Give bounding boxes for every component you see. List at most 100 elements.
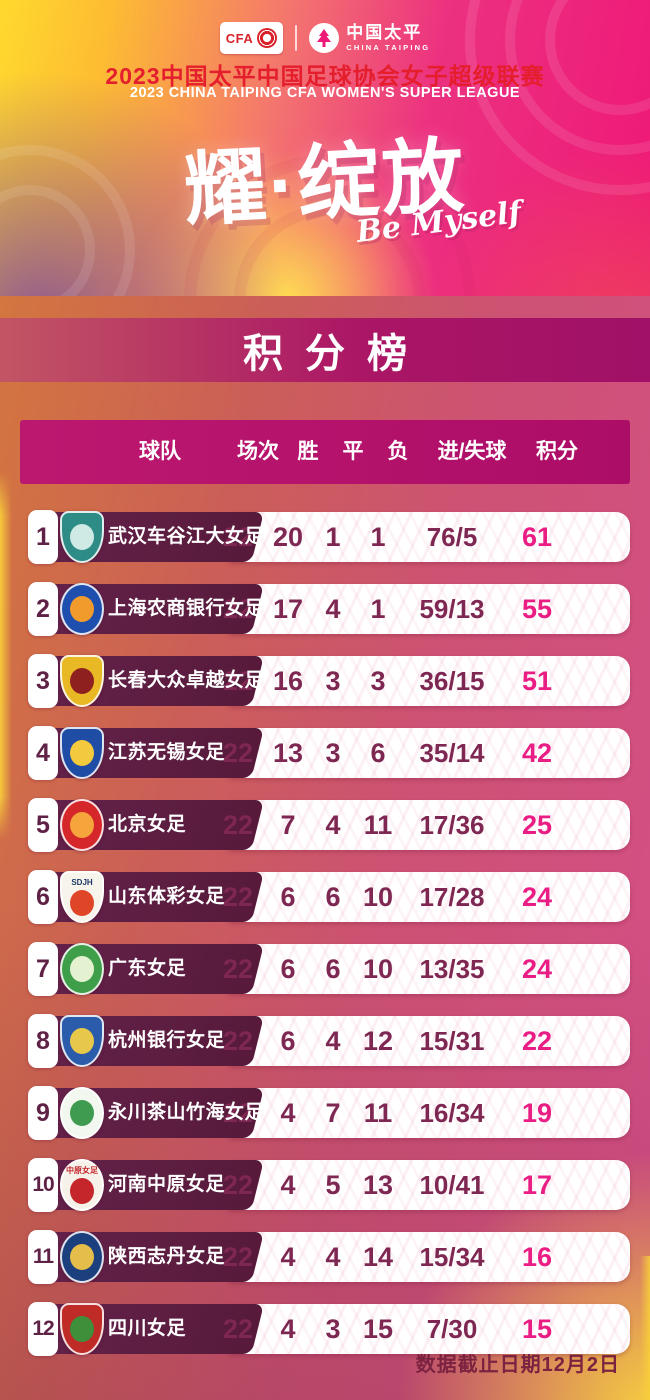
stat-played: 22 <box>222 954 254 984</box>
stat-goals: 16/34 <box>419 1098 485 1128</box>
table-row: 11 陕西志丹女足 22 4 4 14 15/34 16 <box>28 1230 630 1284</box>
table-row: 1 武汉车谷江大女足 22 20 1 1 76/5 61 <box>28 510 630 564</box>
row-stats-pill <box>228 1304 630 1354</box>
table-header: 球队 场次 胜 平 负 进/失球 积分 <box>20 420 630 484</box>
table-row: 9 永川茶山竹海女足 22 4 7 11 16/34 19 <box>28 1086 630 1140</box>
column-header-wins: 胜 <box>297 440 319 463</box>
table-row: 10 中原女足 河南中原女足 22 4 5 13 10/41 17 <box>28 1158 630 1212</box>
rank-label: 4 <box>36 738 50 767</box>
stat-points: 24 <box>521 882 553 912</box>
stat-losses: 3 <box>370 666 386 696</box>
stat-played: 22 <box>222 882 254 912</box>
stat-wins: 4 <box>280 1314 296 1344</box>
stat-goals: 10/41 <box>419 1170 485 1200</box>
sichuan-crest-icon <box>60 1303 104 1355</box>
stat-goals: 17/36 <box>419 810 485 840</box>
stat-goals: 36/15 <box>419 666 485 696</box>
team-crest-inner <box>69 667 95 695</box>
stat-wins: 16 <box>272 666 304 696</box>
stat-goals: 76/5 <box>426 522 478 552</box>
table-row: 2 上海农商银行女足 22 17 4 1 59/13 55 <box>28 582 630 636</box>
stat-draws: 5 <box>325 1170 341 1200</box>
cfa-emblem-icon <box>257 28 278 48</box>
jiangsu-crest-icon <box>60 727 104 779</box>
rank-badge: 2 <box>28 582 58 636</box>
stat-draws: 3 <box>325 666 341 696</box>
table-row: 3 长春大众卓越女足 22 16 3 3 36/15 51 <box>28 654 630 708</box>
rank-label: 9 <box>36 1098 50 1127</box>
taiping-cn: 中国太平 <box>346 23 423 43</box>
stat-draws: 4 <box>325 810 341 840</box>
stat-losses: 10 <box>362 882 394 912</box>
standings-section: 积分榜 球队 场次 胜 平 负 进/失球 积分 1 武汉车谷江大女足 22 20… <box>0 296 650 1400</box>
stat-draws: 7 <box>325 1098 341 1128</box>
stat-played: 22 <box>222 666 254 696</box>
column-header-played: 场次 <box>237 440 279 463</box>
row-stats-pill <box>228 728 630 778</box>
league-title-en: 2023 CHINA TAIPING CFA WOMEN'S SUPER LEA… <box>129 85 521 101</box>
wuhan-crest-icon <box>60 511 104 563</box>
stat-played: 22 <box>222 1170 254 1200</box>
stat-goals: 13/35 <box>419 954 485 984</box>
row-stats-pill <box>228 1016 630 1066</box>
table-row: 12 四川女足 22 4 3 15 7/30 15 <box>28 1302 630 1356</box>
stat-wins: 13 <box>272 738 304 768</box>
stat-points: 19 <box>521 1098 553 1128</box>
stat-losses: 15 <box>362 1314 394 1344</box>
column-header-goals: 进/失球 <box>437 440 507 463</box>
rank-badge: 7 <box>28 942 58 996</box>
table-row: 5 北京女足 22 7 4 11 17/36 25 <box>28 798 630 852</box>
pine-tree-icon <box>309 23 340 53</box>
stat-points: 15 <box>521 1314 553 1344</box>
standings-title-band: 积分榜 <box>0 318 650 382</box>
stat-losses: 6 <box>370 738 386 768</box>
column-header-team: 球队 <box>139 440 181 463</box>
row-stats-pill <box>228 872 630 922</box>
team-name: 长春大众卓越女足 <box>108 670 265 691</box>
team-name: 永川茶山竹海女足 <box>108 1102 265 1123</box>
shandong-crest-icon: SDJH <box>60 871 104 923</box>
henan-crest-icon: 中原女足 <box>60 1159 104 1211</box>
stat-points: 22 <box>521 1026 553 1056</box>
row-stats-pill <box>228 584 630 634</box>
rank-badge: 9 <box>28 1086 58 1140</box>
rank-label: 2 <box>36 594 50 623</box>
shanghai-crest-icon <box>60 583 104 635</box>
guangdong-crest-icon <box>60 943 104 995</box>
rank-label: 12 <box>32 1317 54 1340</box>
stat-losses: 14 <box>362 1242 394 1272</box>
stat-points: 16 <box>521 1242 553 1272</box>
table-row: 8 杭州银行女足 22 6 4 12 15/31 22 <box>28 1014 630 1068</box>
stat-draws: 4 <box>325 1242 341 1272</box>
team-name: 武汉车谷江大女足 <box>108 526 265 547</box>
rank-badge: 10 <box>28 1158 58 1212</box>
stat-goals: 15/34 <box>419 1242 485 1272</box>
stat-losses: 12 <box>362 1026 394 1056</box>
stat-played: 22 <box>222 1026 254 1056</box>
table-row: 6 SDJH 山东体彩女足 22 6 6 10 17/28 24 <box>28 870 630 924</box>
stat-goals: 15/31 <box>419 1026 485 1056</box>
stat-played: 22 <box>222 1242 254 1272</box>
rank-badge: 5 <box>28 798 58 852</box>
team-crest-inner <box>69 1177 95 1205</box>
beijing-crest-icon <box>60 799 104 851</box>
taiping-en: CHINA TAIPING <box>346 43 431 53</box>
stat-losses: 1 <box>370 594 386 624</box>
row-stats-pill <box>228 656 630 706</box>
cfa-logo-text: CFA <box>225 30 254 46</box>
rank-label: 1 <box>36 522 50 551</box>
team-crest-inner <box>69 739 95 767</box>
stat-played: 22 <box>222 594 254 624</box>
team-crest-inner <box>69 1099 95 1127</box>
team-crest-inner <box>69 955 95 983</box>
team-crest-inner <box>69 523 95 551</box>
stat-points: 42 <box>521 738 553 768</box>
team-name: 江苏无锡女足 <box>108 742 226 763</box>
stat-goals: 35/14 <box>419 738 485 768</box>
stat-losses: 11 <box>363 1098 393 1128</box>
changchun-crest-icon <box>60 655 104 707</box>
stat-points: 17 <box>521 1170 553 1200</box>
hero-section: CFA 中国太平 CHINA TAIPING 2023中国太平中国足球协会女子超… <box>0 0 650 296</box>
column-header-losses: 负 <box>387 440 409 463</box>
stat-wins: 6 <box>280 954 296 984</box>
